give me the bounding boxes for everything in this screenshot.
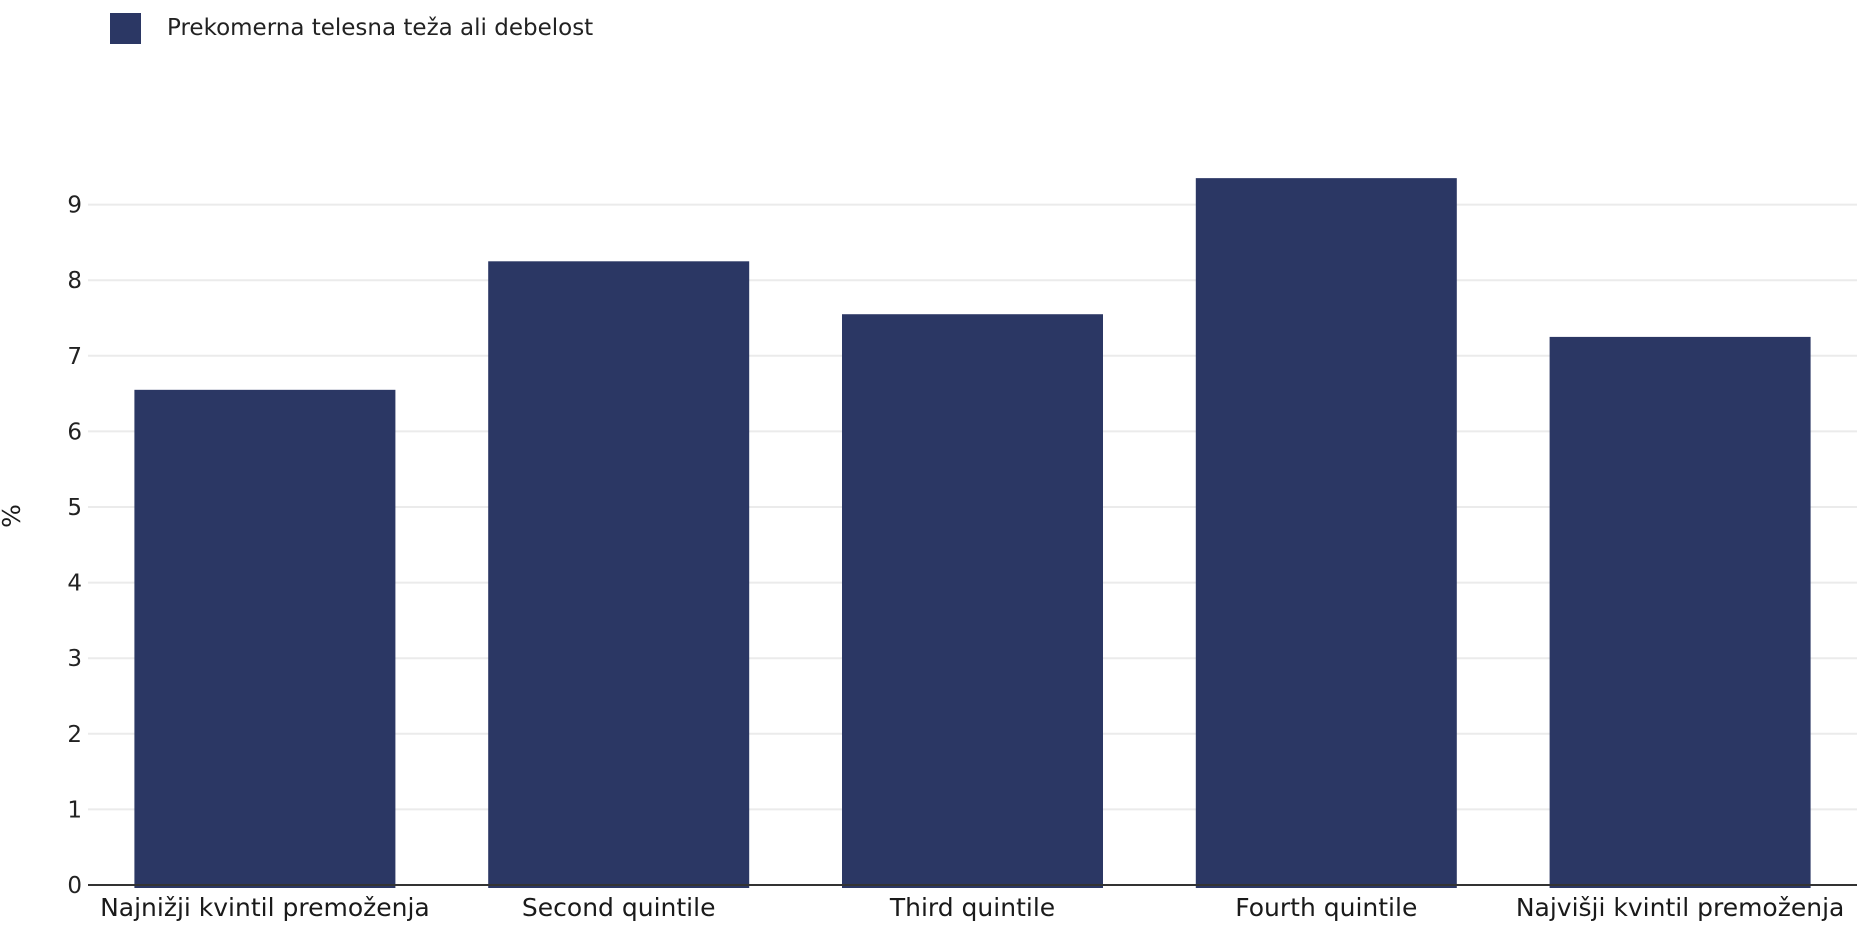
bars xyxy=(134,178,1811,889)
x-category-label: Third quintile xyxy=(889,893,1055,922)
y-tick-label: 9 xyxy=(67,193,82,219)
bar xyxy=(842,314,1103,889)
bar xyxy=(1195,178,1457,888)
y-tick-label: 2 xyxy=(67,722,82,748)
x-category-label: Najvišji kvintil premoženja xyxy=(1516,893,1845,922)
bar xyxy=(488,261,750,888)
labels: 0 1 2 3 4 5 6 7 8 9 Najnižji kvintil premoženja Sec… xyxy=(0,193,1844,922)
y-tick-label: 3 xyxy=(67,646,82,672)
legend: Prekomerna telesna teža ali debelost xyxy=(110,12,593,44)
y-tick-label: 0 xyxy=(67,873,82,899)
y-tick-label: 6 xyxy=(67,419,82,445)
x-category-label: Fourth quintile xyxy=(1235,893,1417,922)
x-category-label: Second quintile xyxy=(522,893,716,922)
bar xyxy=(134,389,396,888)
bar xyxy=(1549,336,1811,888)
y-tick-label: 1 xyxy=(67,797,82,823)
legend-label: Prekomerna telesna teža ali debelost xyxy=(167,15,594,41)
y-axis-title: % xyxy=(0,504,26,528)
y-tick-label: 7 xyxy=(67,344,82,370)
y-tick-label: 4 xyxy=(67,571,82,597)
y-tick-label: 8 xyxy=(67,268,82,294)
x-category-label: Najnižji kvintil premoženja xyxy=(100,893,430,922)
legend-swatch xyxy=(110,12,141,44)
y-tick-label: 5 xyxy=(67,495,82,521)
